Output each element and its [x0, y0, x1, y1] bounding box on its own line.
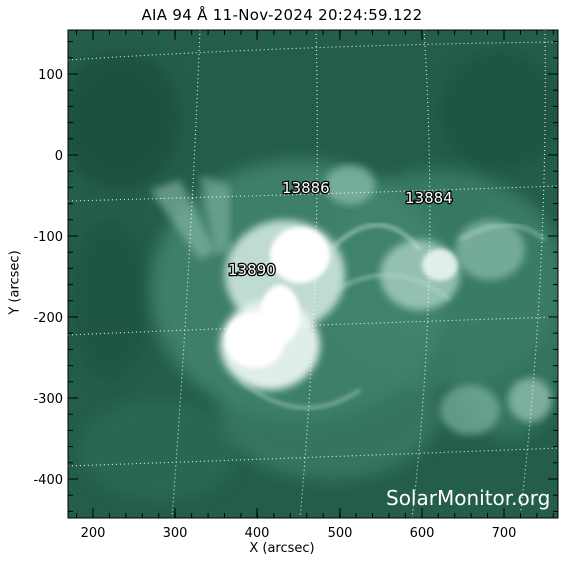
x-axis-label: X (arcsec)	[249, 541, 315, 556]
x-tick-label: 300	[163, 526, 188, 541]
y-tick-label: -400	[33, 473, 63, 488]
x-tick-label: 200	[81, 526, 106, 541]
y-tick-label: -300	[33, 392, 63, 407]
image-title: AIA 94 Å 11-Nov-2024 20:24:59.122	[141, 6, 423, 24]
x-tick-label: 600	[410, 526, 435, 541]
region-label-13886: 13886	[282, 179, 330, 197]
x-tick-labels: 200 300 400 500 600 700	[81, 526, 517, 541]
y-axis-label: Y (arcsec)	[7, 250, 23, 315]
y-tick-label: 0	[55, 149, 63, 164]
y-tick-label: -200	[33, 311, 63, 326]
x-tick-label: 700	[492, 526, 517, 541]
watermark: SolarMonitor.org	[386, 486, 551, 510]
heliographic-grid	[68, 30, 558, 518]
y-tick-labels: 100 0 -100 -200 -300 -400	[33, 68, 63, 488]
x-tick-label: 500	[328, 526, 353, 541]
region-labels: 13886 13884 13890	[227, 178, 454, 281]
region-label-13884: 13884	[405, 189, 453, 207]
sun-image	[68, 30, 558, 518]
plot-frame	[67, 29, 559, 519]
y-tick-label: 100	[38, 68, 63, 83]
region-label-13890: 13890	[228, 261, 276, 279]
y-tick-label: -100	[33, 230, 63, 245]
minor-ticks	[68, 30, 558, 518]
x-tick-label: 400	[245, 526, 270, 541]
